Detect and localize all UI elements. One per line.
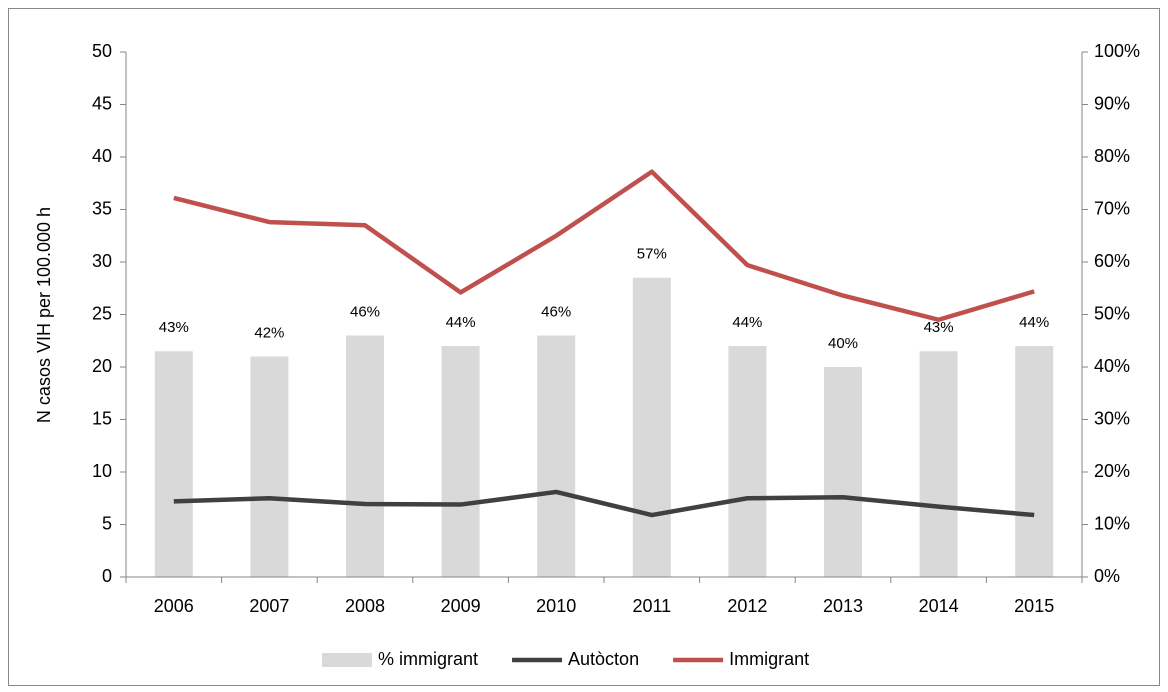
bar bbox=[250, 356, 289, 577]
x-tick-label: 2012 bbox=[727, 596, 767, 616]
bar bbox=[346, 335, 384, 577]
y2-tick-label: 40% bbox=[1094, 356, 1130, 376]
y2-tick-label: 30% bbox=[1094, 408, 1130, 428]
y-tick-label: 15 bbox=[92, 408, 112, 428]
legend-label: Autòcton bbox=[568, 649, 639, 669]
x-tick-label: 2008 bbox=[345, 596, 385, 616]
x-tick-label: 2015 bbox=[1014, 596, 1054, 616]
y-tick-label: 0 bbox=[102, 566, 112, 586]
data-label: 44% bbox=[446, 314, 476, 331]
y-tick-label: 25 bbox=[92, 303, 112, 323]
y2-tick-label: 10% bbox=[1094, 513, 1130, 533]
chart-border bbox=[8, 8, 1160, 686]
y-tick-label: 5 bbox=[102, 513, 112, 533]
data-label: 44% bbox=[1019, 314, 1049, 331]
y-tick-label: 10 bbox=[92, 461, 112, 481]
data-label: 46% bbox=[541, 303, 571, 320]
x-tick-label: 2006 bbox=[154, 596, 194, 616]
y2-tick-label: 0% bbox=[1094, 566, 1120, 586]
y2-tick-label: 90% bbox=[1094, 93, 1130, 113]
y2-tick-label: 70% bbox=[1094, 198, 1130, 218]
y-tick-label: 20 bbox=[92, 356, 112, 376]
y-tick-label: 45 bbox=[92, 93, 112, 113]
legend-label: Immigrant bbox=[729, 649, 809, 669]
line bbox=[173, 169, 1035, 322]
y2-tick-label: 60% bbox=[1094, 251, 1130, 271]
legend-swatch bbox=[322, 653, 372, 667]
y-tick-label: 50 bbox=[92, 41, 112, 61]
data-label: 40% bbox=[828, 335, 858, 352]
line bbox=[173, 489, 1035, 518]
x-tick-label: 2009 bbox=[441, 596, 481, 616]
data-label: 42% bbox=[254, 324, 284, 341]
x-tick-label: 2011 bbox=[632, 596, 671, 616]
bar bbox=[154, 351, 193, 577]
x-tick-label: 2010 bbox=[536, 596, 576, 616]
bar bbox=[1015, 346, 1054, 577]
data-label: 57% bbox=[637, 246, 667, 263]
bar bbox=[728, 346, 767, 577]
y2-tick-label: 80% bbox=[1094, 146, 1130, 166]
x-tick-label: 2007 bbox=[249, 596, 289, 616]
x-tick-label: 2014 bbox=[919, 596, 959, 616]
y-tick-label: 40 bbox=[92, 146, 112, 166]
x-tick-label: 2013 bbox=[823, 596, 863, 616]
data-label: 43% bbox=[159, 319, 189, 336]
bar bbox=[632, 277, 671, 577]
bar bbox=[919, 351, 958, 577]
y-axis-label: N casos VIH per 100.000 h bbox=[34, 207, 54, 423]
y2-tick-label: 20% bbox=[1094, 461, 1130, 481]
y-tick-label: 30 bbox=[92, 251, 112, 271]
legend-label: % immigrant bbox=[378, 649, 478, 669]
bar bbox=[824, 367, 862, 577]
data-label: 44% bbox=[732, 314, 762, 331]
data-label: 46% bbox=[350, 303, 380, 320]
y2-tick-label: 100% bbox=[1094, 41, 1140, 61]
data-label: 43% bbox=[924, 319, 954, 336]
bar bbox=[441, 346, 480, 577]
y2-tick-label: 50% bbox=[1094, 303, 1130, 323]
bar bbox=[537, 335, 576, 577]
y-tick-label: 35 bbox=[92, 198, 112, 218]
